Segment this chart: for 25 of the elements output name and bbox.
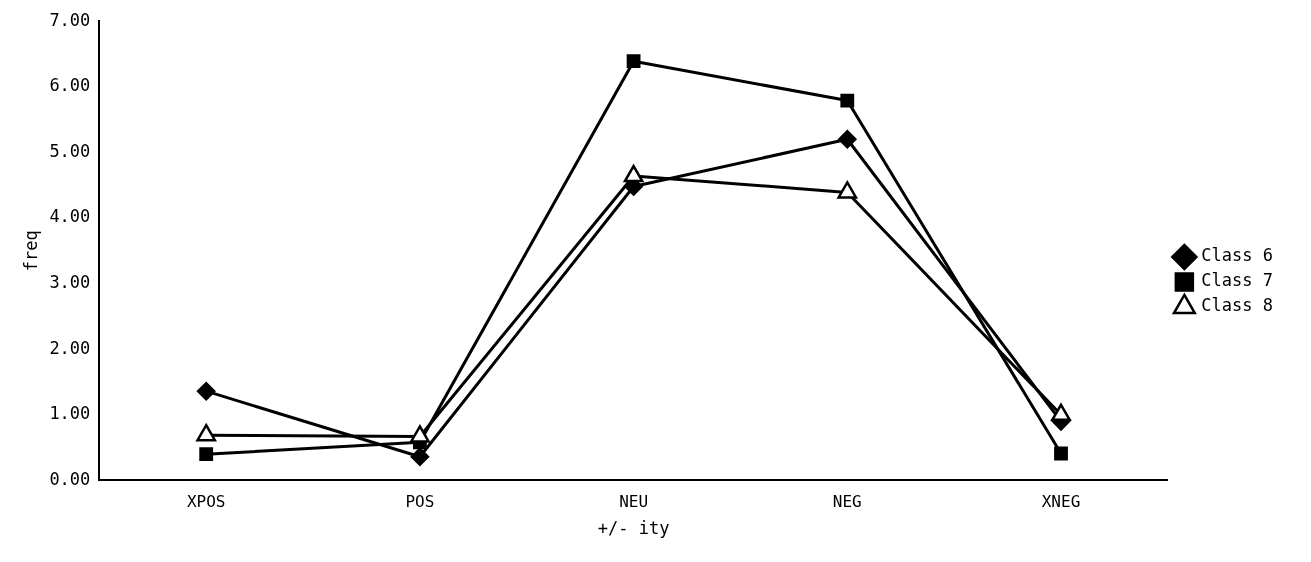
y-tick-label: 7.00 [49,9,91,30]
x-axis-title: +/- ity [597,518,670,539]
y-tick-label: 6.00 [49,75,91,96]
point [410,447,430,467]
point [196,381,216,401]
y-tick-label: 5.00 [49,140,91,161]
y-axis-title: freq [20,230,41,272]
y-tick-label: 3.00 [49,272,91,293]
x-tick-label: XPOS [186,492,226,512]
point [1054,446,1068,461]
y-tick-label: 0.00 [49,468,91,489]
point [838,130,857,149]
legend-label: Class 6 [1201,245,1274,266]
x-tick-label: XNEG [1041,492,1081,512]
x-tick-label: NEU [619,492,649,512]
y-tick-label: 1.00 [49,403,91,424]
y-tick-label: 4.00 [49,206,91,227]
x-tick-label: NEG [832,492,862,512]
y-tick-label: 2.00 [49,337,91,358]
point [199,447,214,462]
point [626,54,641,69]
legend-label: Class 7 [1201,270,1274,291]
x-tick-label: POS [405,492,435,512]
point [840,93,855,108]
legend-label: Class 8 [1201,295,1274,316]
